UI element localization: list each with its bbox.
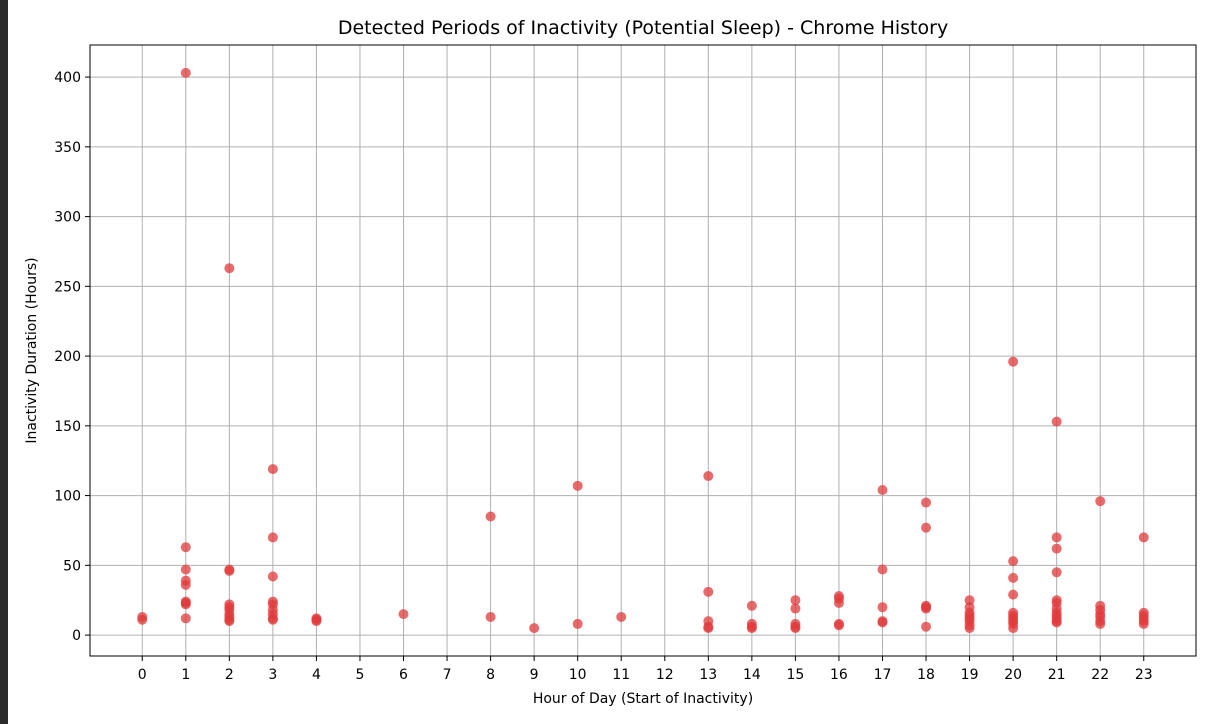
x-tick-label: 14 (743, 667, 761, 683)
data-point (1138, 532, 1149, 543)
data-point (790, 603, 801, 614)
x-tick-label: 0 (138, 667, 147, 683)
x-tick-label: 9 (530, 667, 539, 683)
x-tick-label: 15 (786, 667, 804, 683)
x-tick-label: 16 (830, 667, 848, 683)
x-tick-label: 13 (699, 667, 717, 683)
data-point (703, 471, 714, 482)
data-point (1051, 532, 1062, 543)
data-point (180, 542, 191, 553)
data-point (833, 620, 844, 631)
x-tick-label: 19 (961, 667, 979, 683)
x-tick-label: 4 (312, 667, 321, 683)
data-point (921, 621, 932, 632)
data-point (1138, 618, 1149, 629)
plot-frame (89, 44, 1197, 657)
data-point (267, 571, 278, 582)
y-axis-title: Inactivity Duration (Hours) (24, 257, 40, 443)
y-tick-label: 0 (72, 628, 81, 644)
data-point (877, 617, 888, 628)
data-point (398, 609, 409, 620)
data-point (137, 614, 148, 625)
y-tick-label: 250 (54, 279, 81, 295)
x-tick-label: 8 (486, 667, 495, 683)
data-point (1008, 356, 1019, 367)
x-tick-label: 3 (268, 667, 277, 683)
data-point (833, 597, 844, 608)
data-point (703, 586, 714, 597)
x-tick-label: 20 (1004, 667, 1022, 683)
x-tick-label: 7 (443, 667, 452, 683)
data-point (180, 579, 191, 590)
y-tick-label: 150 (54, 419, 81, 435)
data-point (1051, 567, 1062, 578)
x-tick-label: 10 (569, 667, 587, 683)
y-tick-label: 100 (54, 489, 81, 505)
data-point (311, 616, 322, 627)
data-point (180, 613, 191, 624)
data-point (529, 623, 540, 634)
y-tick-label: 200 (54, 349, 81, 365)
chart-title: Detected Periods of Inactivity (Potentia… (338, 17, 948, 39)
x-tick-label: 23 (1135, 667, 1153, 683)
data-point (921, 603, 932, 614)
data-point (1051, 416, 1062, 427)
axis-ticks: 0 1 2 3 4 5 6 7 8 9 10 11 12 13 14 15 16 17 18 19 20 21 22 2305… (54, 70, 1152, 683)
data-point (616, 611, 627, 622)
data-point (180, 67, 191, 78)
data-point (485, 511, 496, 522)
y-tick-label: 50 (63, 558, 81, 574)
data-point (267, 464, 278, 475)
x-tick-label: 21 (1048, 667, 1066, 683)
x-tick-label: 11 (612, 667, 630, 683)
data-point (180, 564, 191, 575)
data-point (1095, 496, 1106, 507)
data-point (790, 595, 801, 606)
x-tick-label: 2 (225, 667, 234, 683)
data-point (964, 623, 975, 634)
data-point (921, 497, 932, 508)
data-point (572, 618, 583, 629)
data-point (703, 623, 714, 634)
data-point (877, 564, 888, 575)
y-tick-label: 350 (54, 140, 81, 156)
data-point (877, 602, 888, 613)
x-tick-label: 17 (874, 667, 892, 683)
y-tick-label: 300 (54, 210, 81, 226)
data-point (790, 623, 801, 634)
x-tick-label: 5 (356, 667, 365, 683)
data-point (1008, 556, 1019, 567)
data-point (921, 522, 932, 533)
data-point (1051, 617, 1062, 628)
data-points (137, 67, 1149, 634)
data-point (877, 484, 888, 495)
data-point (485, 611, 496, 622)
grid-lines (90, 45, 1196, 656)
data-point (572, 480, 583, 491)
data-point (267, 614, 278, 625)
y-tick-label: 400 (54, 70, 81, 86)
data-point (224, 616, 235, 627)
window-edge (0, 0, 8, 724)
x-tick-label: 12 (656, 667, 674, 683)
x-tick-label: 18 (917, 667, 935, 683)
data-point (1008, 623, 1019, 634)
x-axis-title: Hour of Day (Start of Inactivity) (533, 691, 753, 707)
data-point (746, 600, 757, 611)
data-point (1095, 618, 1106, 629)
x-tick-label: 22 (1091, 667, 1109, 683)
data-point (267, 532, 278, 543)
data-point (1008, 572, 1019, 583)
data-point (1051, 543, 1062, 554)
data-point (224, 565, 235, 576)
data-point (180, 599, 191, 610)
x-tick-label: 6 (399, 667, 408, 683)
data-point (964, 595, 975, 606)
data-point (224, 263, 235, 274)
data-point (1008, 589, 1019, 600)
data-point (746, 623, 757, 634)
x-tick-label: 1 (181, 667, 190, 683)
